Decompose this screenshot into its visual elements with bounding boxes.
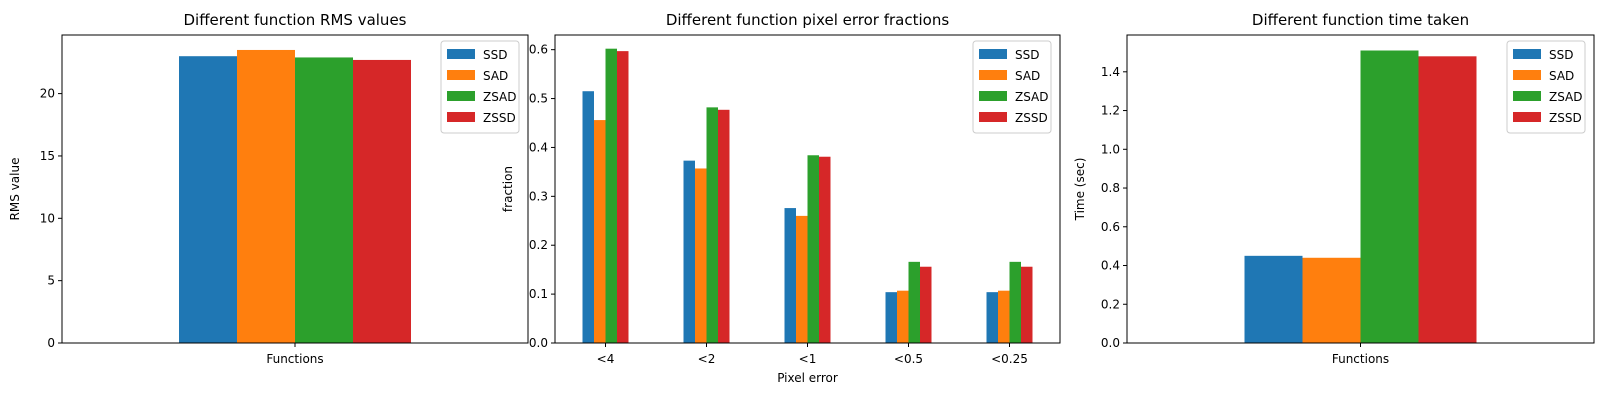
bar-ssd-0-5 xyxy=(885,292,897,343)
bar-ssd-2 xyxy=(683,160,695,343)
y-tick-label: 0.0 xyxy=(1101,336,1120,350)
bar-zssd-0-5 xyxy=(920,266,932,343)
bar-ssd-0-25 xyxy=(986,292,998,343)
bar-zssd-functions xyxy=(1418,56,1477,344)
bar-sad-2 xyxy=(695,168,707,343)
legend-swatch-zssd xyxy=(1513,112,1541,122)
y-tick-label: 0.6 xyxy=(529,43,548,57)
chart-panel-3: Functions 0.0 0.2 0.4 0.6 0.8 1.0 1.2 1.4 Differe… xyxy=(1073,11,1595,366)
x-tick-label: <0.5 xyxy=(894,352,923,366)
bar-zsad-4 xyxy=(605,48,617,343)
bar-sad-0-25 xyxy=(998,290,1010,343)
bar-zssd-4 xyxy=(617,51,629,343)
bar-sad-functions xyxy=(237,49,295,344)
x-tick-label: <1 xyxy=(799,352,817,366)
y-tick-label: 0.1 xyxy=(529,287,548,301)
y-tick-label: 5 xyxy=(47,274,55,288)
bar-zssd-0-25 xyxy=(1021,266,1033,343)
y-axis-label: fraction xyxy=(501,166,515,212)
bar-zsad-0-5 xyxy=(908,261,920,343)
legend-label-zssd: ZSSD xyxy=(1015,111,1048,125)
axes-frame xyxy=(61,34,529,344)
y-axis-label: Time (sec) xyxy=(1073,158,1087,222)
legend-label-zsad: ZSAD xyxy=(1015,90,1049,104)
axes-frame xyxy=(554,34,1061,344)
legend: SSD SAD ZSAD ZSSD xyxy=(440,40,520,134)
y-tick-label: 0.4 xyxy=(1101,259,1120,273)
legend: SSD SAD ZSAD ZSSD xyxy=(972,40,1052,134)
y-tick-label: 0.3 xyxy=(529,189,548,203)
legend-label-zssd: ZSSD xyxy=(483,111,516,125)
legend-label-sad: SAD xyxy=(483,69,508,83)
legend-box xyxy=(972,40,1052,134)
bar-zsad-1 xyxy=(807,155,819,343)
legend-label-zsad: ZSAD xyxy=(1549,90,1583,104)
y-tick-label: 10 xyxy=(40,211,55,225)
x-tick-label: <2 xyxy=(698,352,716,366)
legend-swatch-ssd xyxy=(447,49,475,59)
y-tick-label: 1.2 xyxy=(1101,104,1120,118)
legend-label-ssd: SSD xyxy=(1549,48,1573,62)
x-tick-label: <0.25 xyxy=(991,352,1028,366)
legend-swatch-sad xyxy=(1513,70,1541,80)
legend-label-ssd: SSD xyxy=(483,48,507,62)
legend-label-ssd: SSD xyxy=(1015,48,1039,62)
legend-box xyxy=(1506,40,1586,134)
bar-zsad-0-25 xyxy=(1009,261,1021,343)
y-tick-label: 0.6 xyxy=(1101,220,1120,234)
legend-swatch-zsad xyxy=(979,91,1007,101)
y-tick-label: 0.2 xyxy=(1101,297,1120,311)
legend-label-sad: SAD xyxy=(1549,69,1574,83)
legend-swatch-sad xyxy=(447,70,475,80)
y-tick-label: 0 xyxy=(47,336,55,350)
y-tick-label: 1.0 xyxy=(1101,142,1120,156)
bar-sad-1 xyxy=(796,215,808,343)
bar-zsad-functions xyxy=(295,57,353,343)
legend-swatch-zsad xyxy=(1513,91,1541,101)
bar-sad-functions xyxy=(1302,257,1361,343)
legend-swatch-zsad xyxy=(447,91,475,101)
legend-label-zsad: ZSAD xyxy=(483,90,517,104)
y-tick-label: 15 xyxy=(40,149,55,163)
chart-title: Different function RMS values xyxy=(184,11,407,29)
legend-swatch-ssd xyxy=(1513,49,1541,59)
chart-title: Different function time taken xyxy=(1252,11,1469,29)
bar-zssd-1 xyxy=(819,156,831,343)
y-tick-label: 0.4 xyxy=(529,140,548,154)
bar-zssd-functions xyxy=(353,59,411,343)
bar-ssd-4 xyxy=(582,91,594,343)
legend-swatch-zssd xyxy=(447,112,475,122)
bar-zsad-2 xyxy=(706,107,718,343)
y-tick-label: 1.4 xyxy=(1101,65,1120,79)
bar-zsad-functions xyxy=(1360,50,1419,343)
chart-title: Different function pixel error fractions xyxy=(666,11,950,29)
y-tick-label: 0.2 xyxy=(529,238,548,252)
x-axis-label: Pixel error xyxy=(777,371,838,385)
x-tick-label: <4 xyxy=(597,352,615,366)
legend-label-sad: SAD xyxy=(1015,69,1040,83)
bar-sad-0-5 xyxy=(897,290,909,343)
axes-frame xyxy=(1126,34,1595,344)
y-tick-label: 20 xyxy=(40,87,55,101)
chart-panel-2: <4 <2 <1 <0.5 <0.25 0.0 0.1 0.2 0.3 0.4 0.5 0.6 Diff… xyxy=(501,11,1061,385)
legend-swatch-ssd xyxy=(979,49,1007,59)
legend-swatch-sad xyxy=(979,70,1007,80)
chart-panel-1: Functions 0 5 10 15 20 Different function RMS … xyxy=(8,11,529,366)
y-tick-label: 0.8 xyxy=(1101,181,1120,195)
y-tick-label: 0.5 xyxy=(529,92,548,106)
bar-zssd-2 xyxy=(718,109,730,343)
bar-ssd-functions xyxy=(179,56,237,343)
bar-sad-4 xyxy=(594,120,606,343)
legend-label-zssd: ZSSD xyxy=(1549,111,1582,125)
legend-swatch-zssd xyxy=(979,112,1007,122)
legend: SSD SAD ZSAD ZSSD xyxy=(1506,40,1586,134)
y-tick-label: 0.0 xyxy=(529,336,548,350)
bar-ssd-functions xyxy=(1244,255,1303,343)
bar-ssd-1 xyxy=(784,208,796,343)
y-axis-label: RMS value xyxy=(8,158,22,221)
legend-box xyxy=(440,40,520,134)
x-tick-label: Functions xyxy=(1332,352,1389,366)
x-tick-label: Functions xyxy=(266,352,323,366)
